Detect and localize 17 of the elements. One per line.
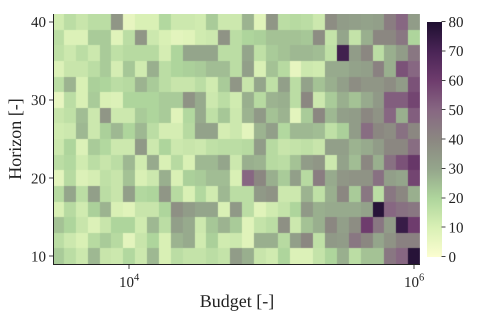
y-tick-label: 40 (31, 15, 46, 32)
color-bar-label: 70 (448, 44, 464, 60)
color-bar-label: 0 (448, 250, 456, 266)
color-bar-label: 60 (448, 74, 464, 90)
x-axis-title: Budget [-] (200, 291, 274, 312)
color-bar-label: 30 (448, 162, 464, 178)
y-tick-label: 10 (31, 249, 46, 266)
color-bar-label: 20 (448, 191, 464, 207)
y-tick-label: 20 (31, 171, 46, 188)
y-axis-title: Horizon [-] (5, 98, 26, 180)
x-tick-label: 10$^{4}$ (119, 272, 140, 291)
color-bar-label: 80 (448, 14, 464, 31)
color-bar-label: 50 (448, 102, 464, 119)
color-bar-label: 40 (448, 132, 464, 148)
y-tick-label: 30 (31, 93, 46, 110)
x-tick-label: 10$^{6}$ (404, 272, 424, 291)
color-bar-label: 10 (448, 220, 464, 236)
